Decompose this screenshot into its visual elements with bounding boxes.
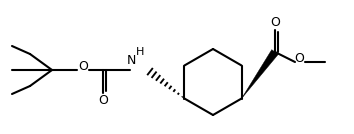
- Text: O: O: [270, 16, 280, 29]
- Polygon shape: [241, 50, 278, 98]
- Text: O: O: [78, 59, 88, 72]
- Text: O: O: [98, 94, 108, 107]
- Text: O: O: [294, 51, 304, 64]
- Text: N: N: [126, 53, 136, 66]
- Text: H: H: [136, 47, 144, 57]
